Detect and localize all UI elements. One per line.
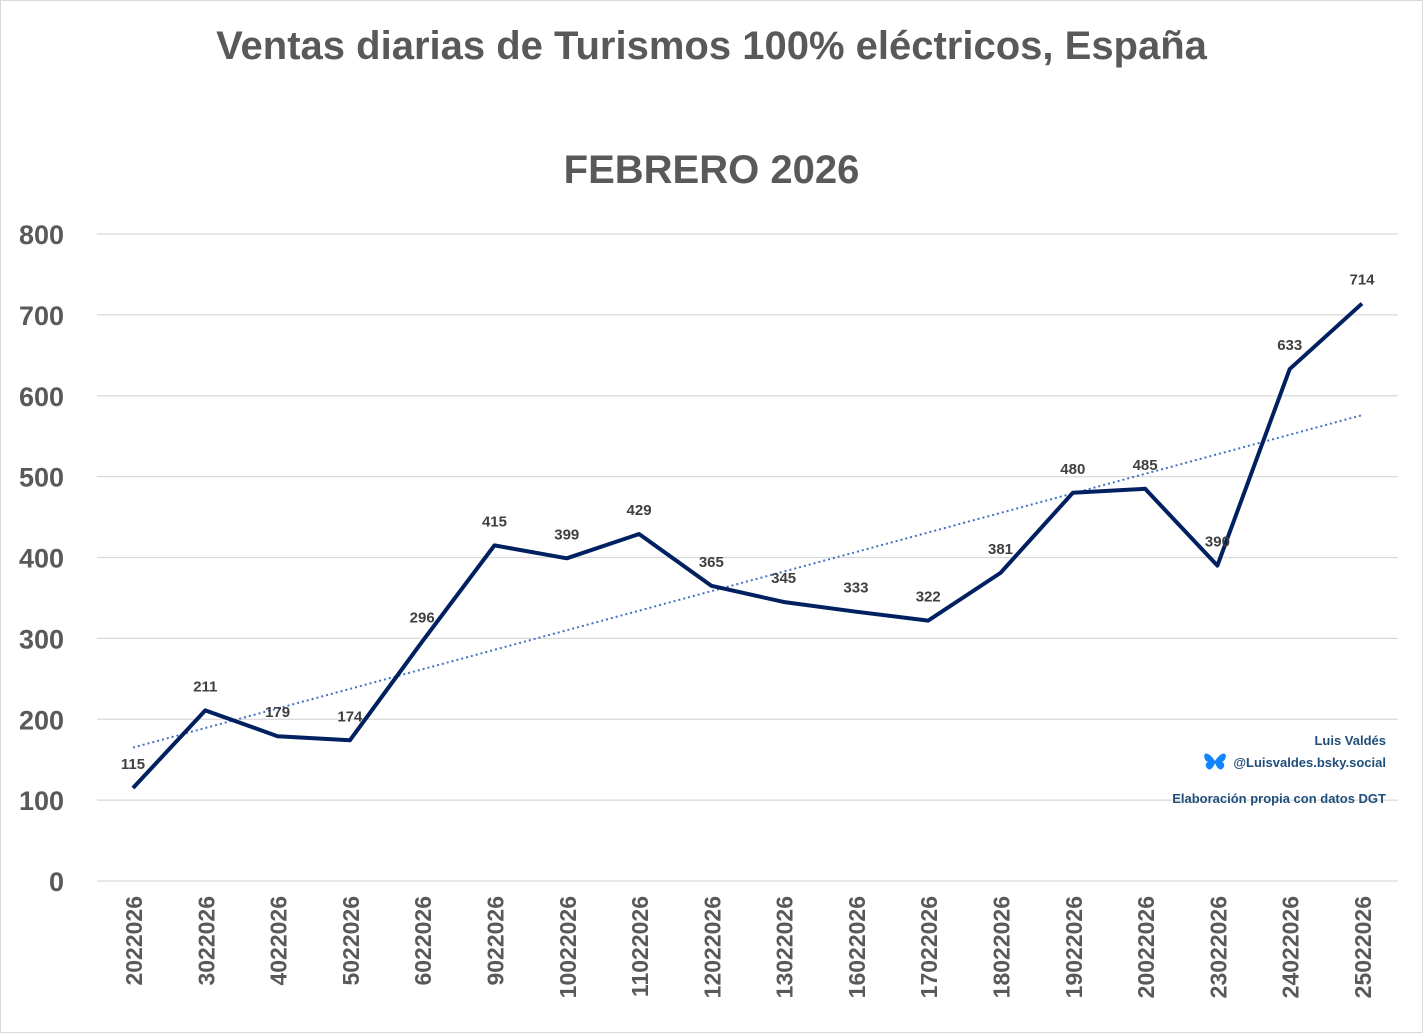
data-label: 174 [337,708,363,725]
y-tick-label: 0 [49,867,64,897]
x-tick-label: 3022026 [193,896,219,986]
series-line [131,302,1364,790]
data-label: 429 [627,502,652,519]
x-tick-label: 11022026 [627,896,653,997]
data-label: 365 [699,554,724,571]
trendline [132,414,1363,749]
x-tick-label: 10022026 [555,896,581,998]
x-tick-label: 16022026 [844,896,870,998]
x-tick-label: 9022026 [482,896,508,986]
y-tick-label: 700 [19,301,64,331]
data-label: 333 [843,580,868,597]
x-tick-label: 2022026 [121,896,147,986]
x-tick-label: 24022026 [1278,896,1304,998]
x-tick-label: 4022026 [266,896,292,986]
data-label: 296 [410,610,435,627]
y-tick-label: 200 [19,705,64,735]
x-tick-label: 17022026 [916,896,942,998]
data-label: 115 [121,756,145,773]
data-label: 322 [916,589,941,606]
credit-handle-row: @Luisvaldes.bsky.social [1203,752,1386,772]
chart-subtitle: FEBRERO 2026 [563,148,860,192]
data-label: 211 [193,678,217,695]
credit-handle: @Luisvaldes.bsky.social [1233,754,1386,770]
y-tick-label: 300 [19,624,64,654]
y-tick-label: 500 [19,463,64,493]
x-tick-label: 19022026 [1061,896,1087,998]
y-tick-label: 800 [19,220,64,250]
data-label: 633 [1277,337,1302,354]
x-tick-label: 23022026 [1205,896,1231,998]
x-tick-label: 5022026 [338,896,364,986]
data-label: 179 [265,704,290,721]
data-label: 390 [1205,534,1230,551]
x-tick-label: 20022026 [1133,896,1159,998]
x-tick-label: 18022026 [989,896,1015,998]
data-label: 345 [771,570,796,587]
y-tick-label: 400 [19,544,64,574]
data-label: 480 [1060,461,1085,478]
data-label: 399 [554,526,579,543]
credit-source: Elaboración propia con datos DGT [1172,791,1386,806]
y-tick-label: 600 [19,382,64,412]
x-tick-label: 13022026 [772,896,798,998]
data-label: 485 [1133,457,1158,474]
x-tick-label: 6022026 [410,896,436,986]
data-label: 714 [1349,272,1375,289]
x-tick-label: 12022026 [699,896,725,998]
data-label: 415 [482,513,507,530]
butterfly-icon [1204,753,1227,770]
data-label: 381 [988,541,1013,558]
y-tick-label: 100 [19,786,64,816]
chart-title: Ventas diarias de Turismos 100% eléctric… [216,24,1207,68]
x-tick-label: 25022026 [1350,896,1376,998]
credit-author: Luis Valdés [1314,733,1386,748]
